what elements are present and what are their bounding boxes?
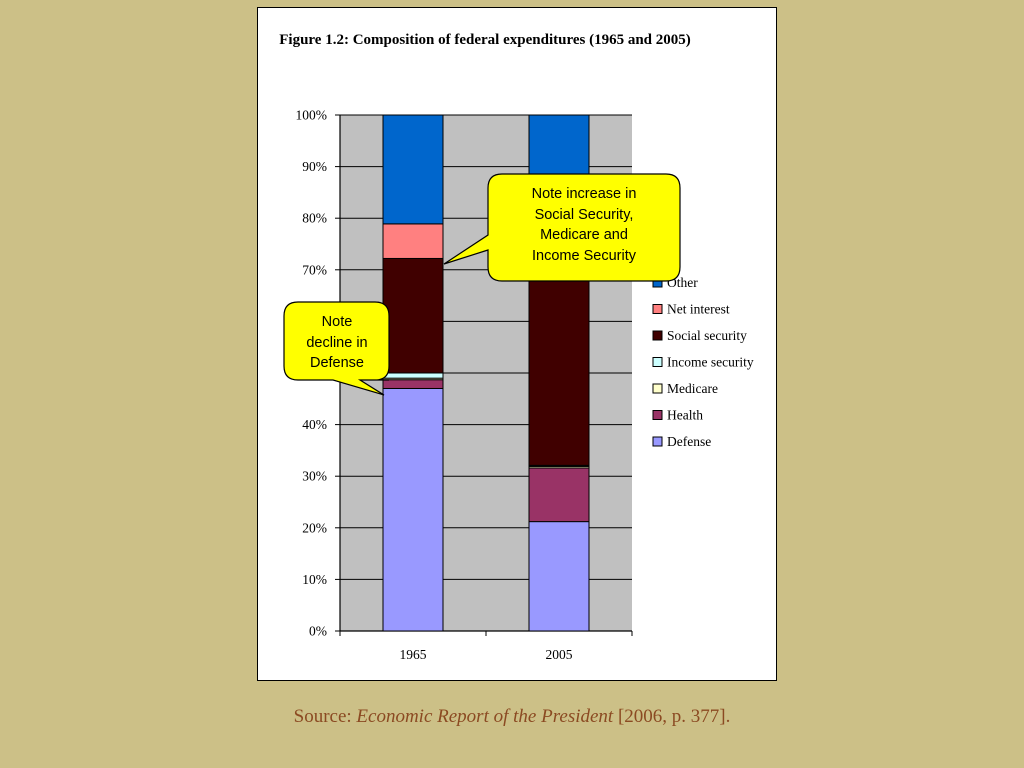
x-tick-label: 1965 <box>400 647 427 662</box>
y-tick-label: 20% <box>302 520 327 535</box>
chart-title: Figure 1.2: Composition of federal expen… <box>279 32 691 48</box>
callout-line: Note <box>321 314 353 330</box>
y-tick-label: 40% <box>302 417 327 432</box>
legend-label: Defense <box>667 434 711 449</box>
legend-swatch <box>652 436 663 447</box>
legend-label: Health <box>667 408 703 423</box>
callout-decline-text: Note decline in Defense <box>286 312 388 374</box>
bar-1965-income-security <box>382 372 444 379</box>
source-publication: Economic Report of the President <box>356 706 614 727</box>
bar-1965-health <box>382 379 444 389</box>
bar-1965-defense <box>382 387 444 632</box>
y-tick-label: 100% <box>296 108 328 123</box>
bar-2005-defense <box>528 521 590 632</box>
callout-line: Note increase in <box>531 186 637 202</box>
legend-label: Income security <box>667 355 754 370</box>
bar-1965-net-interest <box>382 223 444 259</box>
bar-2005-health <box>528 467 590 523</box>
y-tick-label: 0% <box>309 624 327 639</box>
y-tick-label: 30% <box>302 469 327 484</box>
callout-increase-text: Note increase in Social Security, Medica… <box>489 184 679 266</box>
legend-swatch <box>652 410 663 420</box>
callout-line: Social Security, <box>534 206 634 223</box>
source-suffix: [2006, p. 377]. <box>613 706 731 727</box>
source-prefix: Source: <box>293 706 357 727</box>
legend-label: Medicare <box>667 381 718 396</box>
y-tick-label: 90% <box>302 159 327 174</box>
legend-swatch <box>652 357 663 367</box>
y-tick-label: 70% <box>302 262 327 277</box>
callout-line: decline in <box>306 334 368 351</box>
y-tick-label: 80% <box>302 211 327 226</box>
bar-1965-social-security <box>382 257 444 374</box>
y-tick-label: 10% <box>302 572 327 587</box>
legend-swatch <box>652 383 663 394</box>
source-citation: Source: Economic Report of the President… <box>0 706 1024 728</box>
x-tick-label: 2005 <box>546 647 573 662</box>
callout-line: Defense <box>309 355 364 371</box>
legend-label: Social security <box>667 328 747 343</box>
callout-line: Income Security <box>532 247 636 264</box>
legend-swatch <box>652 304 663 314</box>
bar-2005-other <box>528 114 590 178</box>
callout-increase <box>443 173 681 282</box>
legend-label: Net interest <box>667 302 730 317</box>
legend-swatch <box>652 330 663 341</box>
callout-line: Medicare and <box>540 227 628 243</box>
bar-1965-other <box>382 114 444 225</box>
callout-decline <box>283 301 390 396</box>
